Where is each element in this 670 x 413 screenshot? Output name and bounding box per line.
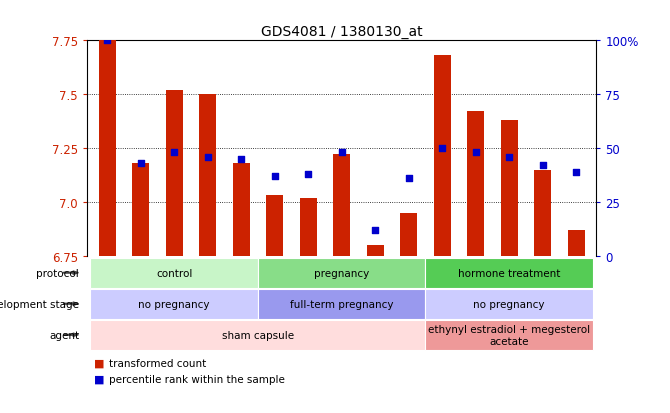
Text: ■: ■: [94, 374, 105, 384]
Bar: [200, 95, 216, 256]
Bar: [333, 155, 350, 256]
Text: agent: agent: [49, 330, 79, 340]
Point: [236, 156, 247, 163]
Bar: [266, 196, 283, 256]
Bar: [166, 91, 182, 256]
Point: [403, 176, 414, 182]
Text: no pregnancy: no pregnancy: [139, 299, 210, 309]
Bar: [433, 56, 450, 256]
Point: [202, 154, 213, 161]
Point: [135, 160, 146, 167]
Point: [537, 163, 548, 169]
Text: hormone treatment: hormone treatment: [458, 268, 560, 278]
Bar: [400, 213, 417, 256]
Bar: [99, 41, 116, 256]
Bar: [534, 170, 551, 256]
Text: percentile rank within the sample: percentile rank within the sample: [109, 374, 285, 384]
Text: protocol: protocol: [36, 268, 79, 278]
Bar: [366, 245, 383, 256]
Text: ethynyl estradiol + megesterol
acetate: ethynyl estradiol + megesterol acetate: [428, 324, 590, 346]
Text: ■: ■: [94, 358, 105, 368]
Text: transformed count: transformed count: [109, 358, 206, 368]
Point: [303, 171, 314, 178]
Point: [370, 227, 381, 234]
Point: [169, 150, 180, 156]
Text: no pregnancy: no pregnancy: [474, 299, 545, 309]
Point: [504, 154, 515, 161]
Text: full-term pregnancy: full-term pregnancy: [290, 299, 393, 309]
Point: [269, 173, 280, 180]
Bar: [300, 198, 316, 256]
Bar: [233, 164, 249, 256]
Text: sham capsule: sham capsule: [222, 330, 294, 340]
Point: [437, 145, 448, 152]
Text: control: control: [156, 268, 192, 278]
Bar: [567, 230, 584, 256]
Bar: [500, 121, 517, 256]
Bar: [132, 164, 149, 256]
Point: [571, 169, 582, 176]
Point: [102, 38, 113, 45]
Bar: [467, 112, 484, 256]
Text: pregnancy: pregnancy: [314, 268, 369, 278]
Title: GDS4081 / 1380130_at: GDS4081 / 1380130_at: [261, 25, 423, 39]
Point: [470, 150, 481, 156]
Text: development stage: development stage: [0, 299, 79, 309]
Point: [336, 150, 347, 156]
